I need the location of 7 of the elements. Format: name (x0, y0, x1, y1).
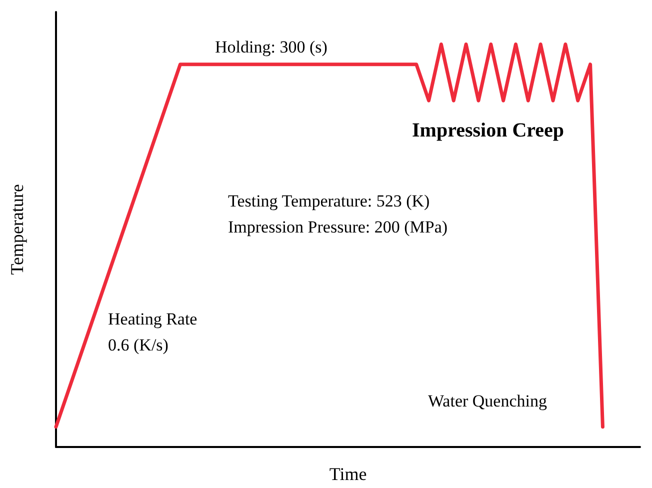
annotation: Heating Rate 0.6 (K/s) (108, 310, 198, 354)
annotation: Impression Creep (412, 120, 564, 142)
y-axis-title: Temperature (7, 184, 27, 275)
x-axis-title: Time (329, 464, 367, 484)
annotation: Holding: 300 (s) (215, 38, 328, 56)
annotation: Testing Temperature: 523 (K) Impression Pressure: 200 (MPa) (228, 192, 448, 236)
annotation: Water Quenching (428, 392, 548, 410)
